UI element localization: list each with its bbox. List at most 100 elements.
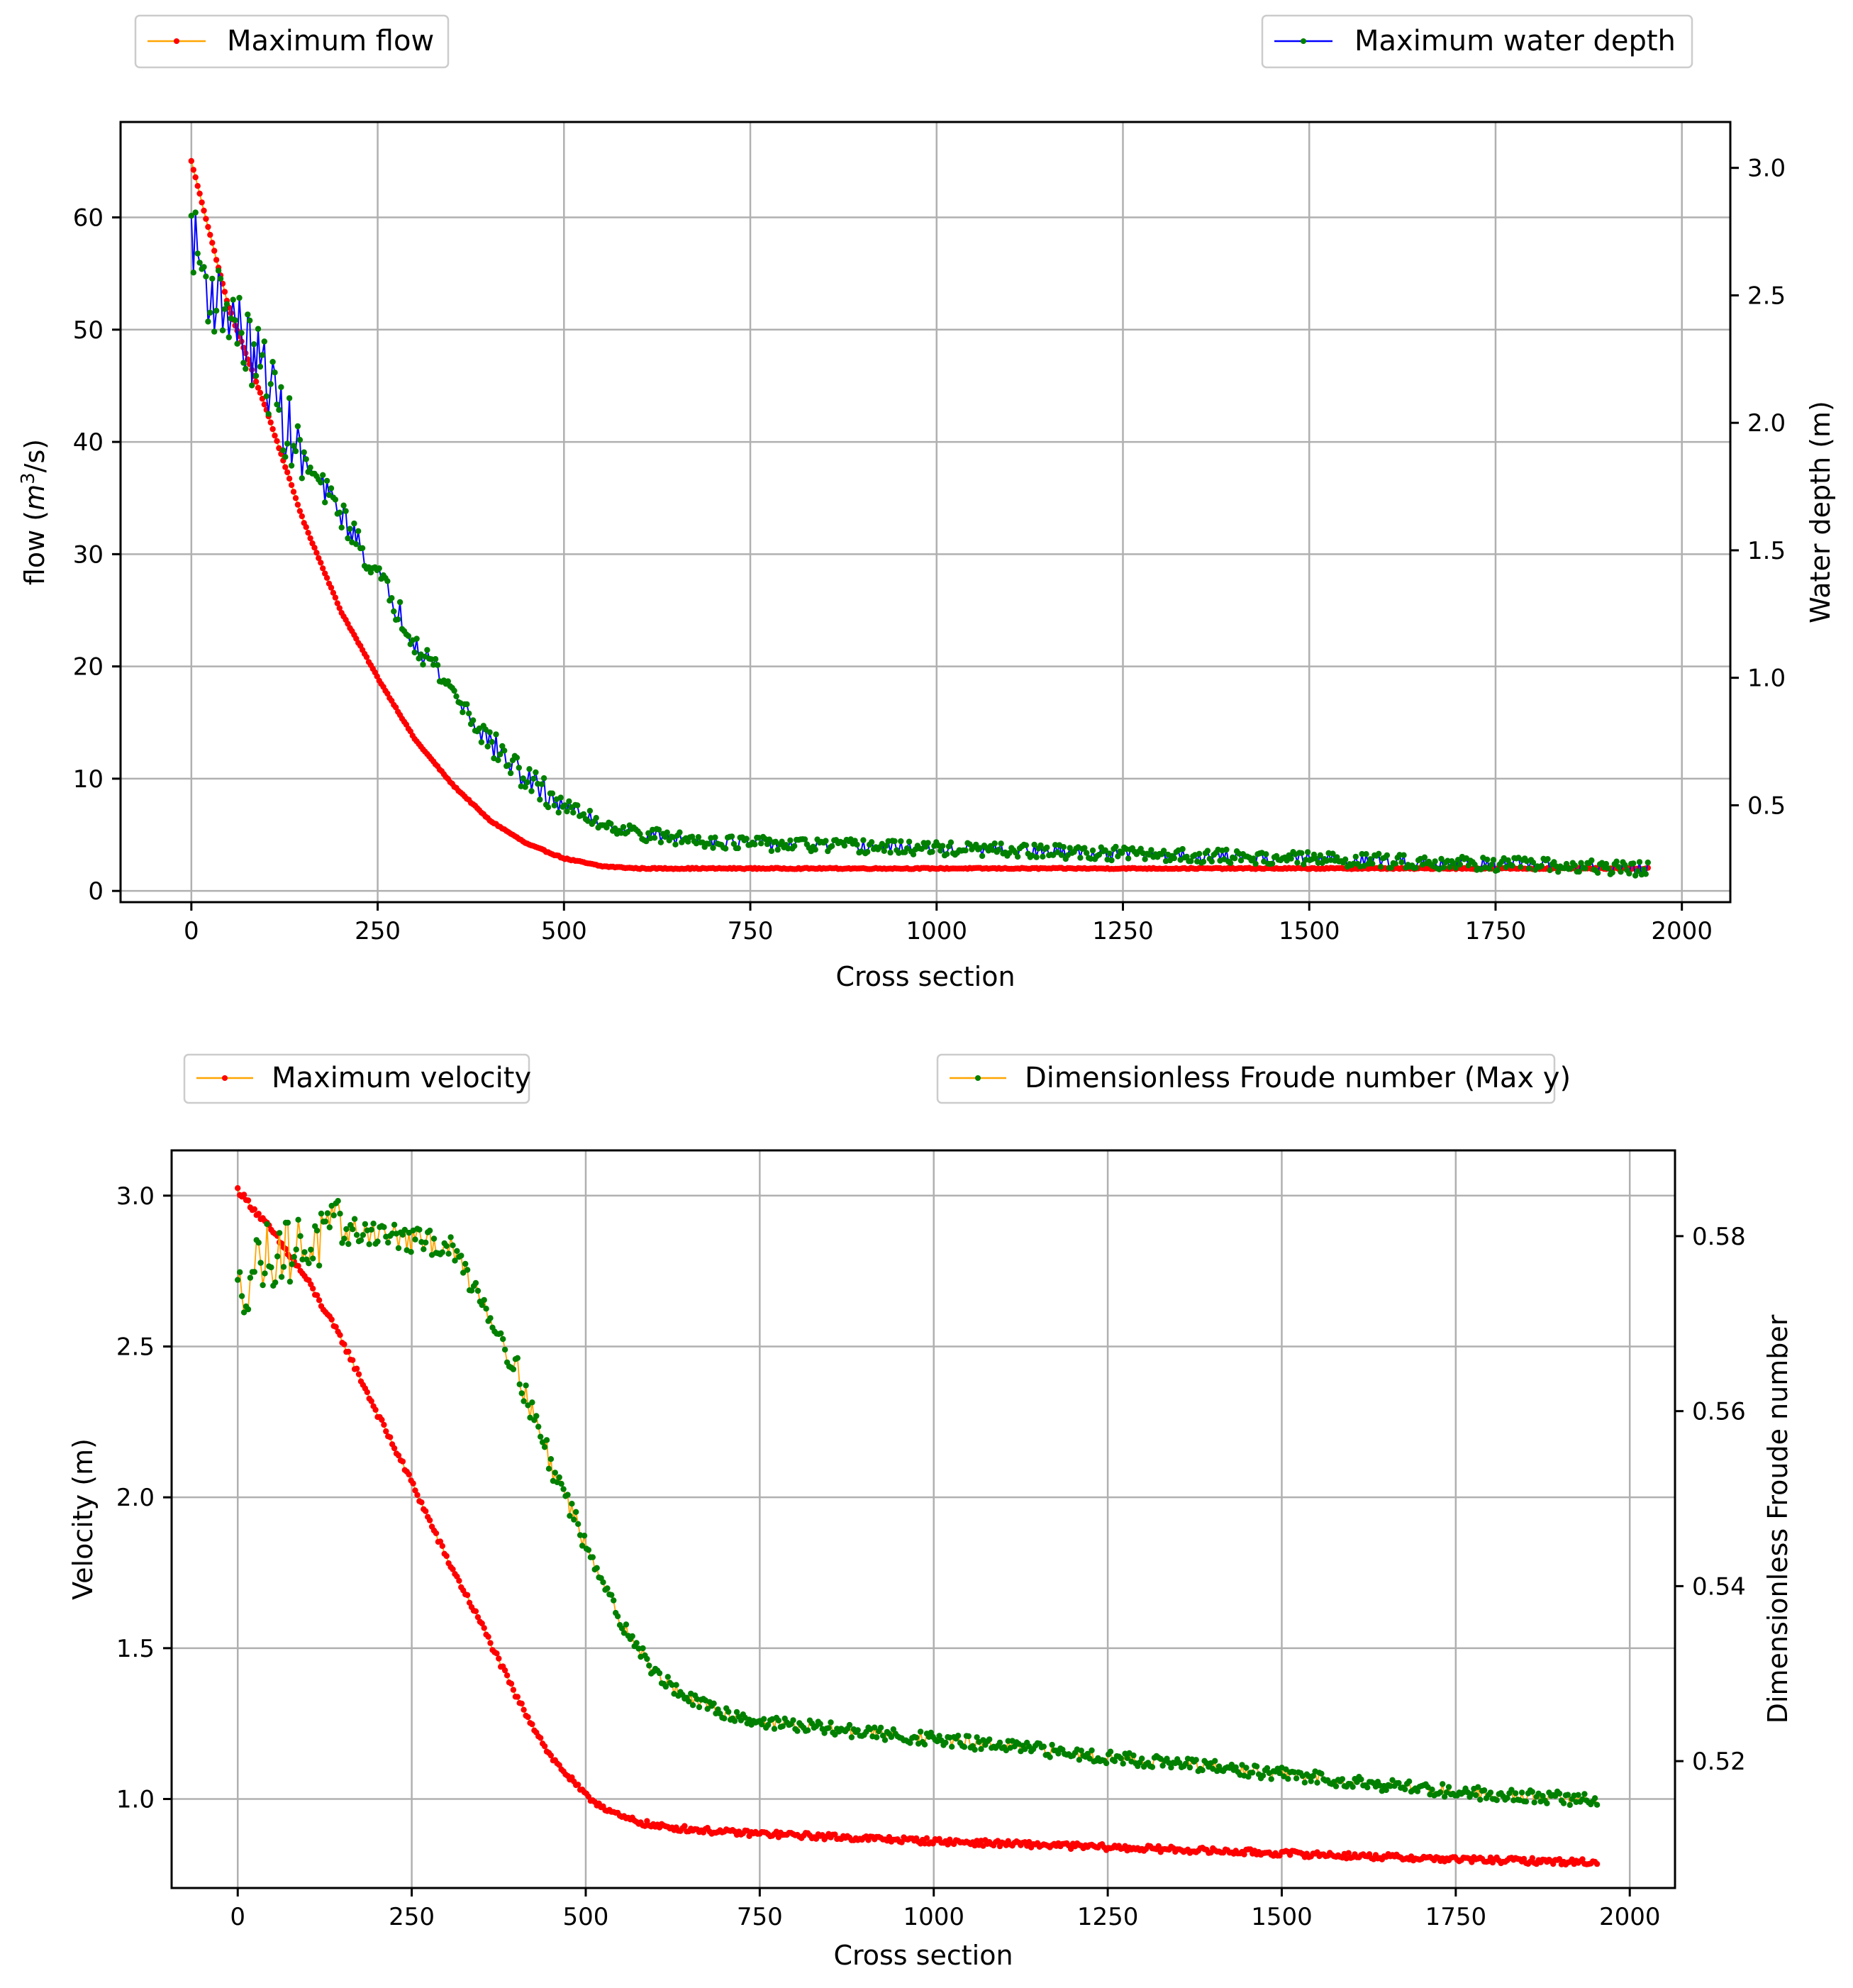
data-point [1022, 1746, 1028, 1753]
data-point [261, 338, 267, 345]
data-point [209, 240, 216, 246]
data-point [1567, 1801, 1573, 1809]
data-point [433, 1530, 440, 1536]
data-point [1208, 858, 1215, 865]
data-point [1603, 860, 1610, 867]
y2-tick-label: 2.0 [1747, 409, 1786, 438]
data-point [1560, 1800, 1567, 1806]
data-point [395, 1452, 402, 1459]
data-point [547, 1456, 555, 1462]
data-point [250, 341, 257, 348]
data-point [188, 213, 194, 219]
data-point [1529, 1855, 1535, 1861]
data-point [381, 1224, 387, 1231]
data-point [1582, 865, 1588, 872]
data-point [316, 555, 322, 562]
data-point [423, 1508, 429, 1514]
data-point [399, 1231, 406, 1238]
data-point [1593, 1860, 1601, 1867]
data-point [261, 401, 267, 408]
data-point [962, 847, 969, 854]
x-tick-label: 750 [728, 917, 774, 945]
data-point [307, 535, 313, 542]
data-point [323, 574, 330, 581]
y-tick-label: 60 [73, 204, 104, 233]
data-point [1250, 855, 1257, 862]
data-point [299, 513, 305, 520]
data-point [516, 1381, 523, 1388]
data-point [1575, 1792, 1581, 1798]
data-point [655, 826, 662, 833]
data-point [245, 1197, 252, 1204]
data-point [196, 260, 203, 266]
data-point [401, 1226, 408, 1233]
data-point [286, 395, 293, 401]
data-point [888, 1734, 895, 1740]
legend-marker-swatch [174, 38, 179, 44]
data-point [1125, 855, 1132, 862]
data-point [255, 326, 262, 332]
data-point [452, 1257, 458, 1264]
data-point [1040, 1743, 1047, 1750]
data-point [288, 462, 295, 469]
data-point [812, 846, 818, 853]
data-point [522, 784, 528, 790]
data-point [646, 1662, 652, 1669]
data-point [593, 815, 599, 821]
data-point [353, 1365, 360, 1372]
data-point [330, 589, 337, 596]
data-point [574, 802, 581, 809]
data-point [1149, 1764, 1156, 1770]
series-line [190, 160, 1649, 870]
data-point [505, 762, 512, 768]
data-point [368, 1226, 374, 1233]
data-point [274, 1253, 281, 1260]
data-point [269, 426, 276, 433]
data-point [1540, 1793, 1546, 1799]
data-point [311, 545, 318, 551]
data-point [301, 1249, 308, 1255]
data-point [288, 482, 295, 489]
y2-tick-label: 0.58 [1692, 1223, 1746, 1251]
data-point [1050, 852, 1057, 858]
legend-marker-swatch [1301, 38, 1306, 44]
x-tick-label: 1750 [1465, 917, 1527, 945]
data-point [328, 584, 335, 591]
x-tick-label: 250 [389, 1903, 435, 1931]
data-point [1605, 865, 1612, 872]
series-maximum-flow [188, 157, 1651, 872]
data-point [336, 605, 343, 611]
data-point [594, 1565, 600, 1571]
data-point [828, 1719, 834, 1726]
data-point [1263, 851, 1269, 857]
data-point [1330, 850, 1336, 857]
data-point [706, 840, 712, 847]
data-point [1159, 1762, 1166, 1769]
data-point [600, 1579, 606, 1586]
data-point [881, 848, 888, 855]
data-point [201, 207, 207, 214]
data-point [1086, 1755, 1093, 1762]
data-point [510, 1687, 517, 1693]
y2-tick-label: 1.0 [1747, 665, 1786, 693]
data-point [291, 1254, 297, 1260]
data-point [260, 1282, 266, 1289]
data-point [207, 309, 213, 316]
data-point [226, 334, 232, 340]
data-point [387, 1434, 394, 1440]
data-point [910, 851, 917, 857]
data-point [1387, 1783, 1393, 1789]
data-point [1579, 1856, 1586, 1862]
data-point [1243, 1765, 1250, 1771]
data-point [1369, 860, 1376, 867]
data-point [514, 1355, 521, 1362]
data-point [1556, 1856, 1563, 1862]
x-tick-label: 1500 [1279, 917, 1340, 945]
data-point [411, 649, 418, 656]
data-point [686, 1698, 692, 1705]
data-point [290, 443, 297, 449]
data-point [1102, 847, 1108, 854]
data-point [991, 840, 998, 847]
data-point [974, 1734, 980, 1740]
data-point [1111, 1758, 1118, 1765]
